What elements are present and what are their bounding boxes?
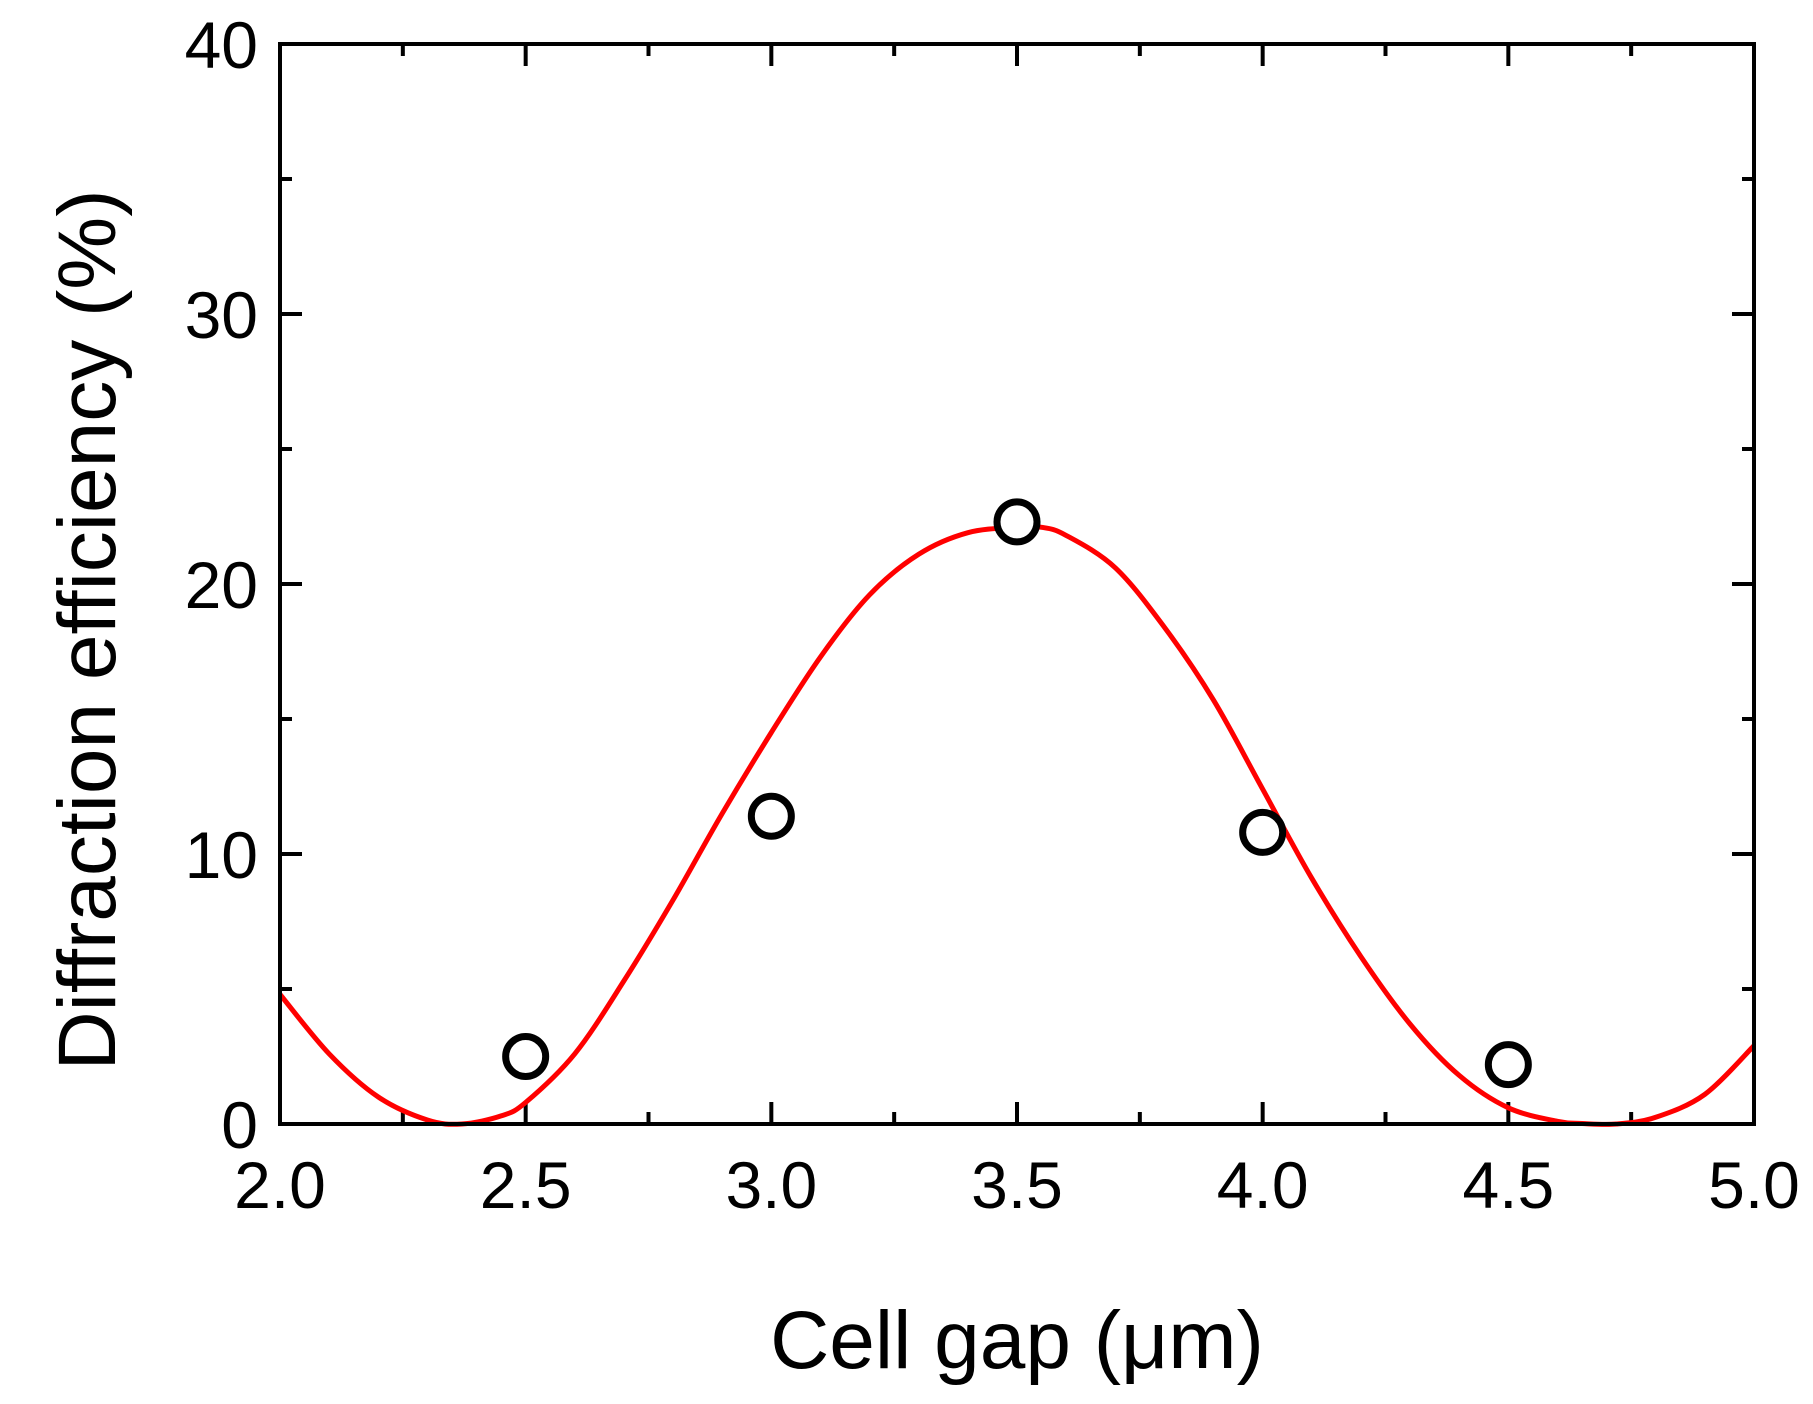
y-tick-labels: 0 10 20 30 40 [185,8,258,1162]
minor-ticks [280,44,1754,1124]
x-tick-label: 3.0 [725,1148,817,1222]
data-point [747,792,795,840]
x-tick-label: 4.0 [1217,1148,1309,1222]
data-point [1484,1041,1532,1089]
major-ticks [278,42,1756,1126]
x-tick-label: 2.0 [234,1148,326,1222]
data-point [502,1033,550,1080]
x-axis-title: Cell gap (μm) [770,1295,1264,1386]
x-tick-label: 5.0 [1708,1148,1800,1222]
y-tick-label: 10 [185,818,258,892]
y-tick-label: 0 [221,1088,258,1162]
y-tick-label: 20 [185,548,258,622]
plot-frame [278,42,1756,1126]
y-tick-label: 30 [185,278,258,352]
data-markers-layer [502,498,1532,1089]
x-tick-label: 3.5 [971,1148,1063,1222]
fit-curve-layer [278,523,1756,1127]
x-tick-label: 4.5 [1462,1148,1554,1222]
y-axis-title: Diffraction efficiency (%) [42,189,133,1070]
y-tick-label: 40 [185,8,258,82]
x-tick-label: 2.5 [480,1148,572,1222]
fit-curve [278,523,1756,1127]
x-tick-labels: 2.0 2.5 3.0 3.5 4.0 4.5 5.0 [234,1148,1800,1222]
data-point [1239,808,1287,856]
data-point [993,498,1041,546]
